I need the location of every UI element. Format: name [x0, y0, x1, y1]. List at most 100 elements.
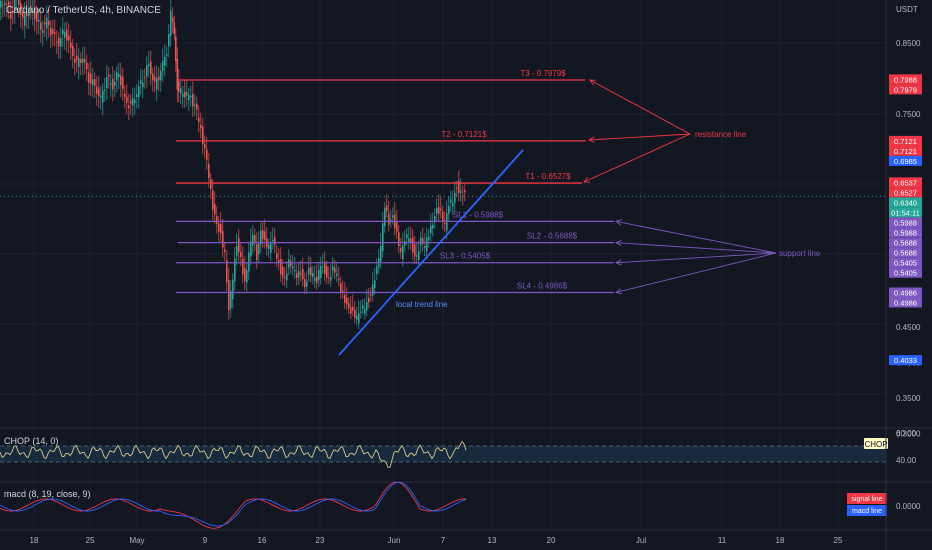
- candle-body: [246, 269, 248, 283]
- price-badge-10: 0.5988: [894, 228, 917, 237]
- candle-body: [264, 231, 266, 241]
- candle-body: [42, 30, 44, 33]
- candle-body: [154, 76, 156, 82]
- candle-body: [274, 237, 276, 245]
- price-badge-6: 0.6527: [894, 188, 917, 197]
- candle-body: [402, 245, 404, 260]
- macd-legend-1: macd line: [852, 508, 882, 515]
- candle-body: [284, 277, 286, 279]
- candle-body: [34, 9, 36, 19]
- support-label: support line: [779, 249, 821, 258]
- candle-body: [70, 42, 72, 48]
- candle-body: [242, 258, 244, 274]
- candle-body: [116, 71, 118, 81]
- candle-body: [104, 89, 106, 91]
- level-label-6: SL4 - 0.4986$: [517, 281, 568, 290]
- price-tick: 0.3000: [896, 430, 921, 439]
- candle-body: [98, 88, 100, 97]
- price-badge-5: 0.6537: [894, 178, 917, 187]
- candle-body: [96, 86, 98, 94]
- candle-body: [190, 96, 192, 98]
- price-badge-box-0: [889, 74, 922, 85]
- candle-body: [160, 70, 162, 81]
- candle-body: [212, 190, 214, 211]
- chop-line: [0, 440, 467, 468]
- axis-unit: USDT: [896, 5, 918, 14]
- level-label-2: T1 - 0.6527$: [525, 172, 571, 181]
- candle-body: [366, 302, 368, 310]
- candle-body: [308, 268, 310, 275]
- price-badge-box-9: [889, 217, 922, 228]
- price-candles: [0, 0, 466, 330]
- price-badge-box-12: [889, 247, 922, 258]
- candle-body: [22, 12, 24, 18]
- candle-body: [334, 267, 336, 273]
- time-axis[interactable]: 18 25 May 9 16 23 Jun 7 13 20 Jul 11 18 25: [30, 536, 843, 545]
- time-tick: 25: [834, 536, 843, 545]
- candle-body: [150, 61, 152, 75]
- candle-body: [454, 192, 456, 204]
- candle-body: [54, 32, 56, 35]
- candle-body: [302, 268, 304, 280]
- support-arrow-2: [615, 252, 777, 264]
- candle-body: [344, 294, 346, 303]
- candle-body: [288, 259, 290, 268]
- candle-body: [294, 269, 296, 272]
- candle-body: [442, 211, 444, 221]
- candle-body: [184, 91, 186, 98]
- candle-body: [386, 205, 388, 212]
- candle-body: [272, 239, 274, 242]
- candle-body: [72, 45, 74, 57]
- candle-body: [138, 86, 140, 97]
- candle-body: [374, 280, 376, 289]
- price-axis[interactable]: USDT0.85000.75000.45000.40000.35000.3000…: [885, 0, 922, 550]
- candle-body: [406, 234, 408, 238]
- candle-body: [254, 235, 256, 243]
- level-lines[interactable]: T3 - 0.7979$ T2 - 0.7121$ T1 - 0.6527$ SL1 …: [176, 69, 614, 294]
- candle-body: [418, 251, 420, 260]
- candle-body: [38, 19, 40, 22]
- candle-body: [128, 105, 130, 109]
- candle-body: [88, 72, 90, 83]
- candle-body: [276, 253, 278, 259]
- trend-line: [338, 149, 524, 356]
- candle-body: [292, 266, 294, 269]
- candle-body: [440, 208, 442, 211]
- candle-body: [260, 230, 262, 245]
- candle-body: [202, 126, 204, 145]
- candle-body: [144, 76, 146, 78]
- candle-body: [346, 297, 348, 305]
- candle-body: [380, 245, 382, 263]
- candle-body: [175, 36, 177, 62]
- price-badge-box-3: [889, 145, 922, 156]
- candle-body: [462, 196, 464, 198]
- candle-body: [364, 308, 366, 314]
- candle-body: [230, 290, 232, 309]
- candle-body: [60, 38, 62, 47]
- macd-label: macd (8, 19, close, 9): [4, 489, 91, 499]
- candle-body: [278, 260, 280, 263]
- candle-body: [130, 100, 132, 104]
- time-tick: 23: [316, 536, 325, 545]
- candle-body: [226, 260, 228, 283]
- support-arrow-3: [615, 252, 777, 293]
- trend-label: local trend line: [396, 300, 448, 309]
- candle-body: [390, 219, 392, 221]
- candle-body: [58, 37, 60, 47]
- candle-body: [410, 238, 412, 243]
- candle-body: [196, 103, 198, 110]
- candle-body: [82, 58, 84, 63]
- candle-body: [332, 266, 334, 271]
- candle-body: [408, 238, 410, 243]
- candle-body: [140, 80, 142, 84]
- price-badge-8: 01:54:11: [891, 208, 920, 217]
- price-badge-0: 0.7988: [894, 75, 917, 84]
- candle-body: [438, 207, 440, 214]
- time-tick: 20: [547, 536, 556, 545]
- candle-body: [110, 83, 112, 85]
- candle-body: [250, 241, 252, 257]
- candle-body: [64, 31, 66, 38]
- candle-body: [12, 11, 14, 13]
- price-badge-box-6: [889, 187, 922, 198]
